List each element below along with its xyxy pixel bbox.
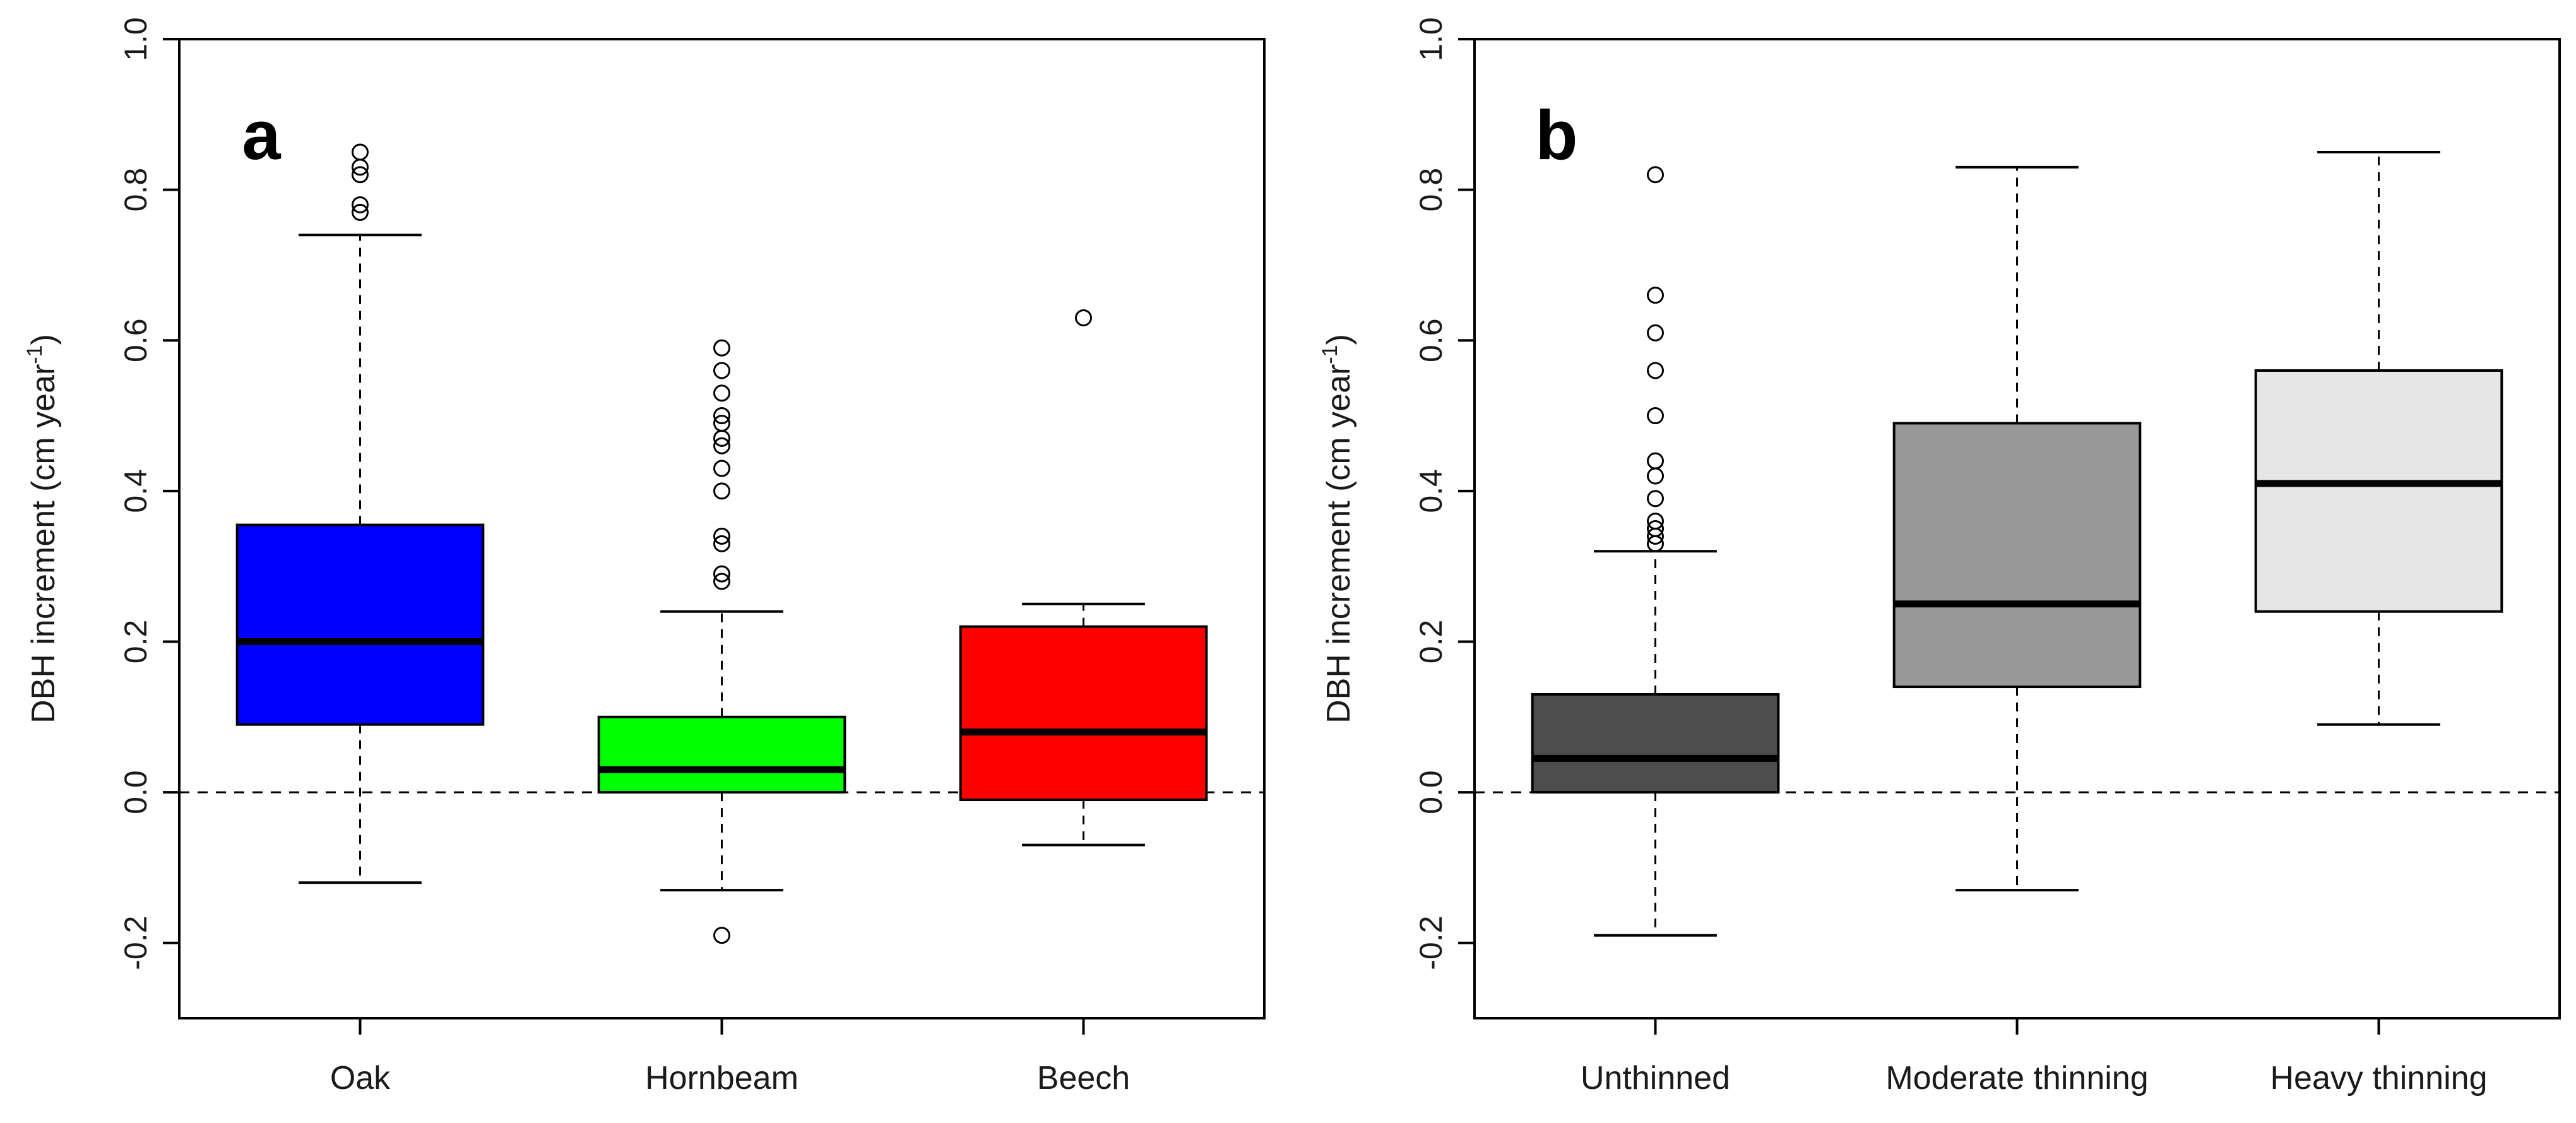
outlier-point (1647, 490, 1664, 508)
outlier-point (1647, 324, 1664, 342)
x-category-label: Heavy thinning (2270, 1060, 2488, 1096)
outlier-point (352, 143, 369, 161)
outlier-point (1647, 166, 1664, 184)
y-tick-label: 0.6 (118, 318, 153, 362)
box-unthinned (1531, 692, 1780, 794)
outlier-point (713, 927, 730, 944)
outlier-point (352, 196, 369, 213)
outlier-point (352, 166, 369, 184)
y-tick-label: 0.8 (118, 168, 153, 212)
box-hornbeam (597, 715, 846, 794)
y-axis-title-main: DBH increment (cm year (25, 364, 62, 723)
x-category-label: Hornbeam (645, 1060, 798, 1096)
y-tick-label: -0.2 (118, 916, 153, 970)
outlier-point (713, 527, 730, 545)
outlier-point (1647, 407, 1664, 425)
outlier-point (713, 460, 730, 477)
y-tick-label: 0.0 (118, 770, 153, 814)
y-tick-label: -0.2 (1413, 916, 1449, 970)
y-axis-title-close: ) (1321, 334, 1357, 345)
y-tick-label: 0.6 (1413, 318, 1449, 362)
outlier-point (1075, 309, 1092, 326)
y-tick-label: 0.2 (118, 620, 153, 664)
panel-b: -0.2 0.0 0.2 0.4 0.6 0.8 1.0 DBH increment (cm … (1318, 17, 2561, 1096)
y-tick-label: 0.8 (1413, 168, 1449, 212)
x-category-label: Moderate thinning (1885, 1060, 2148, 1096)
box-moderate-thinning (1892, 422, 2142, 689)
y-tick-label: 1.0 (118, 17, 153, 61)
y-tick-label: 0.2 (1413, 620, 1449, 664)
outlier-point (713, 414, 730, 432)
y-axis-title: DBH increment (cm year-1) (1318, 334, 1357, 723)
x-category-label: Unthinned (1581, 1060, 1730, 1096)
outlier-point (713, 565, 730, 583)
x-category-label: Oak (330, 1060, 391, 1096)
outlier-point (713, 573, 730, 590)
y-axis-title-superscript: -1 (23, 345, 47, 364)
y-axis-title: DBH increment (cm year-1) (23, 334, 62, 723)
outlier-point (1647, 287, 1664, 304)
y-tick-label: 1.0 (1413, 17, 1449, 61)
outlier-point (713, 407, 730, 425)
outlier-point (713, 339, 730, 357)
outlier-point (1647, 452, 1664, 470)
panel-label: a (242, 97, 281, 174)
outlier-point (713, 384, 730, 402)
box-heavy-thinning (2254, 369, 2503, 613)
outlier-point (1647, 520, 1664, 537)
outlier-point (352, 203, 369, 221)
box-beech (959, 625, 1208, 802)
y-tick-label: 0.4 (118, 469, 153, 513)
y-axis-title-close: ) (25, 334, 62, 345)
outlier-point (713, 362, 730, 379)
outlier-point (713, 482, 730, 500)
y-tick-label: 0.4 (1413, 469, 1449, 513)
outlier-point (713, 535, 730, 552)
outlier-point (1647, 362, 1664, 379)
y-tick-label: 0.0 (1413, 770, 1449, 814)
panel-label: b (1535, 97, 1577, 174)
panel-a: -0.2 0.0 0.2 0.4 0.6 0.8 1.0 DBH increment (cm … (23, 17, 1266, 1096)
outlier-point (1647, 513, 1664, 530)
box-oak (235, 523, 485, 726)
outlier-point (713, 437, 730, 455)
x-category-label: Beech (1037, 1060, 1130, 1096)
y-axis-title-superscript: -1 (1318, 345, 1342, 364)
y-axis-title-main: DBH increment (cm year (1321, 364, 1357, 723)
